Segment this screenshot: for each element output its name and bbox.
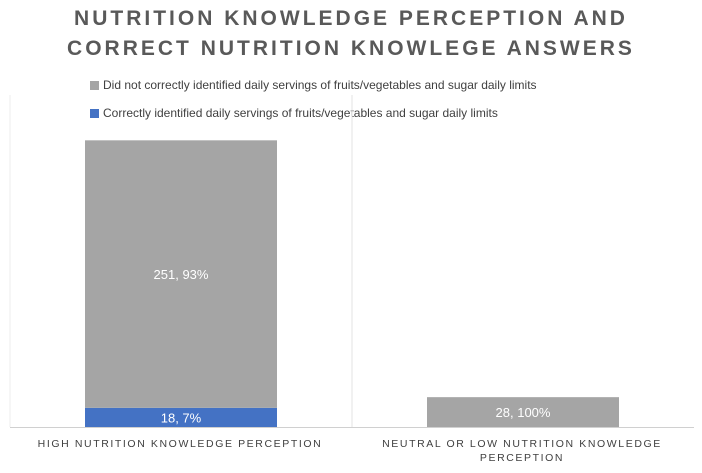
legend-swatch-not-correct bbox=[90, 80, 99, 90]
chart-title-line-1: NUTRITION KNOWLEDGE PERCEPTION AND bbox=[74, 7, 628, 30]
legend-label-correct: Correctly identified daily servings of f… bbox=[103, 106, 498, 120]
chart-title: NUTRITION KNOWLEDGE PERCEPTION AND CORRE… bbox=[0, 4, 702, 64]
category-label-high-line-1: HIGH NUTRITION KNOWLEDGE PERCEPTION bbox=[37, 438, 323, 450]
category-label-neutral-low-line-1: NEUTRAL OR LOW NUTRITION KNOWLEDGE bbox=[382, 438, 662, 450]
chart-title-line-2: CORRECT NUTRITION KNOWLEGE ANSWERS bbox=[67, 37, 635, 60]
category-label-neutral-low-line-2: PERCEPTION bbox=[479, 452, 565, 464]
bar-not-correct-0 bbox=[85, 140, 277, 408]
legend-swatch-correct bbox=[90, 108, 99, 118]
bar-not-correct-1 bbox=[427, 397, 619, 427]
legend-item-correct: Correctly identified daily servings of f… bbox=[90, 106, 537, 120]
legend: Did not correctly identified daily servi… bbox=[90, 78, 537, 134]
bar-correct-0 bbox=[85, 407, 277, 427]
data-label-not-correct-1: 28, 100% bbox=[496, 405, 551, 420]
category-label-neutral-low: NEUTRAL OR LOW NUTRITION KNOWLEDGE PERCE… bbox=[352, 437, 692, 465]
data-label-correct-0: 18, 7% bbox=[161, 410, 202, 425]
data-label-not-correct-0: 251, 93% bbox=[154, 267, 209, 282]
legend-label-not-correct: Did not correctly identified daily servi… bbox=[103, 78, 537, 92]
legend-item-not-correct: Did not correctly identified daily servi… bbox=[90, 78, 537, 92]
category-label-high: HIGH NUTRITION KNOWLEDGE PERCEPTION bbox=[10, 437, 350, 451]
